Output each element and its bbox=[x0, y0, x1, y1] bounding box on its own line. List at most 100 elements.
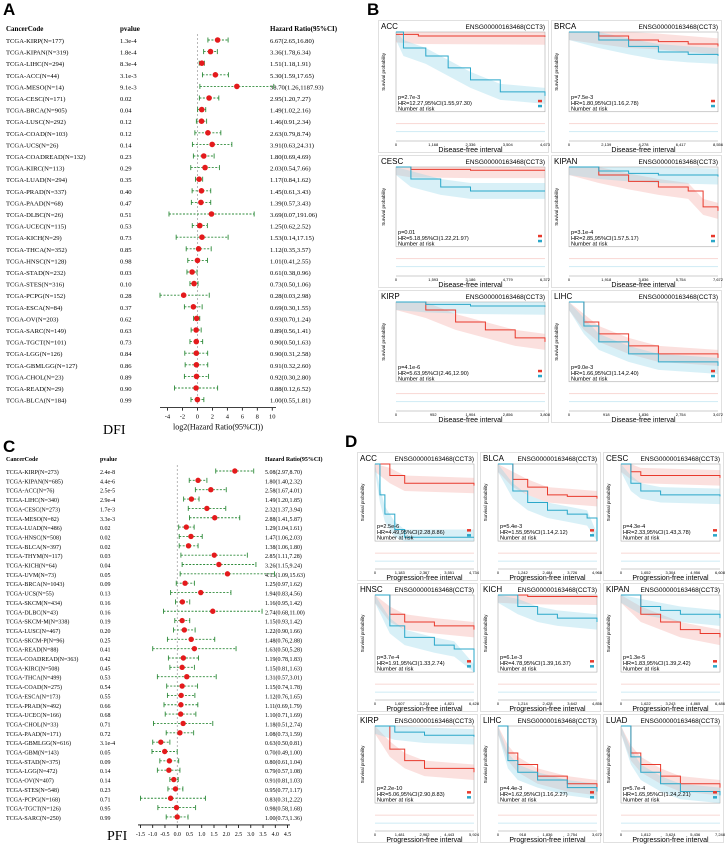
table-row: TCGA-GBM(N=143) 0.05 0.70(0.49,1.00) bbox=[6, 748, 302, 757]
hazard-ratio-label: 2.74(0.68,11.00) bbox=[265, 609, 305, 616]
hazard-ratio-label: 3.36(1.78,6.34) bbox=[270, 50, 311, 57]
hazard-ratio-label: 0.79(0.57,1.08) bbox=[265, 768, 302, 775]
km-ci-band bbox=[498, 726, 597, 796]
km-x-tick-label: 1,918 bbox=[601, 277, 612, 282]
km-legend-high bbox=[467, 796, 471, 799]
hazard-ratio-label: 4.13(1.09,15.63) bbox=[265, 572, 305, 579]
km-x-label: Disease-free interval bbox=[611, 282, 676, 289]
hazard-ratio-point bbox=[193, 373, 200, 380]
cancer-code-label: TCGA-SARC(N=250) bbox=[6, 815, 61, 822]
km-x-label: Disease-free interval bbox=[611, 147, 676, 154]
km-plot-acc: ACC ENSG00000163468(CCT3) Survival probabi… bbox=[378, 20, 551, 154]
hazard-ratio-point bbox=[194, 396, 201, 403]
table-row: TCGA-LUSC(N=467) 0.20 1.22(0.90,1.66) bbox=[6, 627, 302, 635]
km-number-at-risk: Number at risk bbox=[571, 376, 608, 382]
x-tick-label: 6 bbox=[241, 414, 245, 421]
hazard-ratio-label: 6.67(2.65,16.80) bbox=[270, 38, 314, 45]
km-frame bbox=[378, 155, 549, 288]
pvalue-label: 0.51 bbox=[120, 212, 132, 219]
km-curve-high bbox=[621, 594, 721, 619]
pvalue-label: 0.40 bbox=[120, 189, 132, 196]
hazard-ratio-label: 0.69(0.30,1.55) bbox=[270, 305, 311, 312]
km-y-label: Survival probability bbox=[606, 745, 611, 784]
km-x-tick-label: 0 bbox=[497, 701, 500, 706]
pvalue-label: 0.12 bbox=[120, 131, 132, 138]
km-pvalue: p=3.1e-4 bbox=[571, 230, 593, 236]
hazard-ratio-point bbox=[198, 199, 204, 206]
km-x-tick-label: 0 bbox=[568, 412, 571, 417]
km-legend-low bbox=[590, 529, 594, 532]
cancer-code-label: TCGA-COADREAD(N=132) bbox=[6, 154, 86, 161]
hazard-ratio-label: 3.91(0.63,24.31) bbox=[270, 142, 314, 149]
km-curve-low bbox=[375, 725, 475, 773]
hazard-ratio-point bbox=[188, 636, 194, 642]
panel-label: PFI bbox=[107, 829, 128, 844]
hazard-ratio-point bbox=[166, 767, 172, 773]
km-y-label: Survival probability bbox=[381, 187, 386, 226]
pvalue-label: 0.71 bbox=[100, 722, 111, 728]
km-x-label: Disease-free interval bbox=[438, 147, 503, 154]
hazard-ratio-point bbox=[179, 664, 185, 671]
km-legend-high bbox=[711, 104, 715, 108]
hazard-ratio-point bbox=[173, 804, 180, 811]
km-plot-cesc: CESC ENSG00000163468(CCT3) Survival probab… bbox=[378, 155, 551, 289]
hazard-ratio-label: 1.53(0.14,17.15) bbox=[270, 235, 314, 242]
km-pvalue: p=5.4e-3 bbox=[500, 524, 522, 530]
km-x-tick-label: 0 bbox=[497, 832, 500, 837]
cancer-code-label: TCGA-THCA(N=499) bbox=[6, 675, 61, 682]
cancer-code-label: TCGA-THCA(N=352) bbox=[6, 247, 67, 254]
cancer-code-label: TCGA-CHOL(N=33) bbox=[6, 721, 58, 728]
km-plot-area bbox=[568, 31, 719, 113]
km-plot-area bbox=[620, 725, 721, 804]
km-y-label: Survival probability bbox=[554, 52, 559, 91]
km-x-tick-label: 3,551 bbox=[444, 570, 455, 575]
table-row: TCGA-KIRC(N=113) 0.29 2.03(0.54,7.66) bbox=[6, 164, 311, 173]
pvalue-label: 8.3e-4 bbox=[120, 61, 137, 68]
km-x-tick-label: 6,372 bbox=[540, 277, 551, 282]
table-row: TCGA-STES(N=548) 0.23 0.95(0.77,1.17) bbox=[6, 786, 302, 794]
km-y-label: Survival probability bbox=[483, 745, 488, 784]
hazard-ratio-point bbox=[200, 153, 207, 159]
hazard-ratio-label: 1.39(0.57,3.43) bbox=[270, 200, 311, 207]
cancer-code-label: TCGA-ESCA(N=173) bbox=[6, 693, 60, 700]
km-gene-title: ENSG00000163468(CCT3) bbox=[641, 718, 721, 725]
pvalue-label: 0.54 bbox=[100, 685, 111, 691]
km-ci-band bbox=[621, 464, 720, 505]
km-frame bbox=[480, 583, 601, 712]
km-x-label: Disease-free interval bbox=[438, 282, 503, 289]
hazard-ratio-label: 1.15(0.81,1.63) bbox=[265, 665, 302, 672]
pvalue-label: 0.02 bbox=[100, 535, 111, 541]
table-row: TCGA-COADREAD(N=363) 0.42 1.19(0.78,1.83) bbox=[6, 655, 302, 663]
pvalue-label: 0.03 bbox=[100, 554, 111, 560]
km-plot-kipan: KIPAN ENSG00000163468(CCT3) Survival proba… bbox=[551, 155, 724, 289]
km-cancer-title: ACC bbox=[360, 454, 377, 463]
km-legend-low bbox=[711, 369, 715, 373]
hazard-ratio-label: 1.08(0.73,1.59) bbox=[265, 731, 302, 738]
cancer-code-label: TCGA-TGCT(N=126) bbox=[6, 806, 61, 813]
km-legend-high bbox=[711, 374, 715, 378]
hazard-ratio-point bbox=[179, 599, 186, 605]
hazard-ratio-point bbox=[171, 776, 177, 783]
hazard-ratio-label: 0.83(0.31,2.22) bbox=[265, 796, 302, 803]
cancer-code-label: TCGA-SKCM(N=434) bbox=[6, 600, 62, 607]
cancer-code-label: TCGA-PAAD(N=171) bbox=[6, 731, 61, 738]
pvalue-label: 0.14 bbox=[120, 142, 132, 149]
km-number-at-risk: Number at risk bbox=[623, 667, 660, 673]
hazard-ratio-label: 1.94(0.83,4.56) bbox=[265, 591, 302, 598]
cancer-code-label: TCGA-ACC(N=44) bbox=[6, 73, 59, 80]
hazard-ratio-point bbox=[198, 106, 205, 113]
hazard-ratio-point bbox=[193, 338, 200, 345]
hazard-ratio-label: 1.15(0.93,1.42) bbox=[265, 619, 302, 626]
table-row: TCGA-KICH(N=64) 0.04 3.26(1.15,9.24) bbox=[6, 561, 302, 570]
hazard-ratio-label: 1.22(0.90,1.66) bbox=[265, 628, 302, 635]
table-row: TCGA-BRCA(N=1043) 0.09 1.25(0.97,1.62) bbox=[6, 580, 302, 588]
km-ci-band bbox=[396, 32, 545, 104]
km-curve-low bbox=[396, 301, 546, 342]
hazard-ratio-label: 1.48(0.76,2.88) bbox=[265, 637, 302, 644]
km-grid-svg: ACC ENSG00000163468(CCT3) Survival probabi… bbox=[357, 452, 726, 844]
km-x-tick-label: 2,428 bbox=[542, 701, 553, 706]
hazard-ratio-point bbox=[177, 711, 184, 717]
table-row: TCGA-PAAD(N=171) 0.72 1.08(0.73,1.59) bbox=[6, 730, 302, 738]
cancer-code-label: TCGA-PAAD(N=68) bbox=[6, 200, 63, 207]
cancer-code-label: TCGA-KICH(N=64) bbox=[6, 563, 57, 570]
